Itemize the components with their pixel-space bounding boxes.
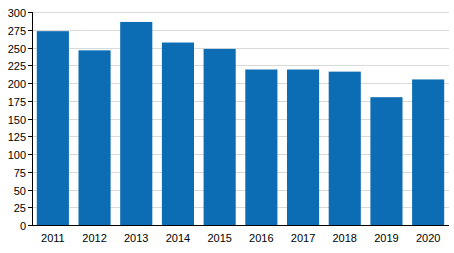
grid-line xyxy=(32,30,449,31)
grid xyxy=(32,13,449,226)
bar xyxy=(78,50,110,225)
bar xyxy=(329,72,361,225)
grid-line xyxy=(32,48,449,49)
bar xyxy=(287,70,319,225)
bar xyxy=(37,31,69,225)
y-tick xyxy=(28,12,32,13)
bars xyxy=(37,22,444,225)
bar xyxy=(120,22,152,225)
x-axis xyxy=(32,225,449,226)
grid-line xyxy=(32,225,449,226)
y-tick-label: 25 xyxy=(14,202,26,214)
bar xyxy=(370,97,402,225)
y-tick xyxy=(28,207,32,208)
x-tick-label: 2019 xyxy=(374,232,398,244)
grid-line xyxy=(32,12,449,13)
y-tick-label: 175 xyxy=(8,96,26,108)
y-tick-label: 50 xyxy=(14,185,26,197)
y-tick xyxy=(28,83,32,84)
y-tick xyxy=(28,48,32,49)
y-tick xyxy=(28,172,32,173)
x-tick-label: 2013 xyxy=(124,232,148,244)
y-tick xyxy=(28,136,32,137)
y-tick-label: 300 xyxy=(8,7,26,19)
y-tick-label: 200 xyxy=(8,78,26,90)
y-tick-label: 250 xyxy=(8,43,26,55)
y-tick xyxy=(28,119,32,120)
y-tick xyxy=(28,30,32,31)
y-tick-label: 275 xyxy=(8,25,26,37)
y-tick xyxy=(28,190,32,191)
y-tick-label: 225 xyxy=(8,60,26,72)
x-tick-label: 2020 xyxy=(416,232,440,244)
y-tick xyxy=(28,225,32,226)
x-tick-label: 2011 xyxy=(41,232,65,244)
y-tick-label: 100 xyxy=(8,149,26,161)
bar xyxy=(245,70,277,225)
y-tick-label: 125 xyxy=(8,131,26,143)
x-tick-label: 2015 xyxy=(207,232,231,244)
x-tick-label: 2017 xyxy=(291,232,315,244)
y-axis xyxy=(32,12,33,225)
y-tick xyxy=(28,65,32,66)
x-tick-label: 2014 xyxy=(166,232,190,244)
chart-container: 0 25 50 75 100 125 150 175 200 225 250 275 300 2011 20… xyxy=(0,0,454,253)
x-tick-label: 2018 xyxy=(333,232,357,244)
chart-svg: 0 25 50 75 100 125 150 175 200 225 250 275 300 2011 20… xyxy=(0,0,454,253)
y-tick xyxy=(28,154,32,155)
bar xyxy=(412,79,444,225)
bar xyxy=(204,49,236,225)
x-tick-label: 2016 xyxy=(249,232,273,244)
y-tick-label: 0 xyxy=(20,220,26,232)
bar xyxy=(162,43,194,225)
y-tick-label: 75 xyxy=(14,167,26,179)
x-tick-label: 2012 xyxy=(82,232,106,244)
y-tick xyxy=(28,101,32,102)
y-tick-label: 150 xyxy=(8,114,26,126)
